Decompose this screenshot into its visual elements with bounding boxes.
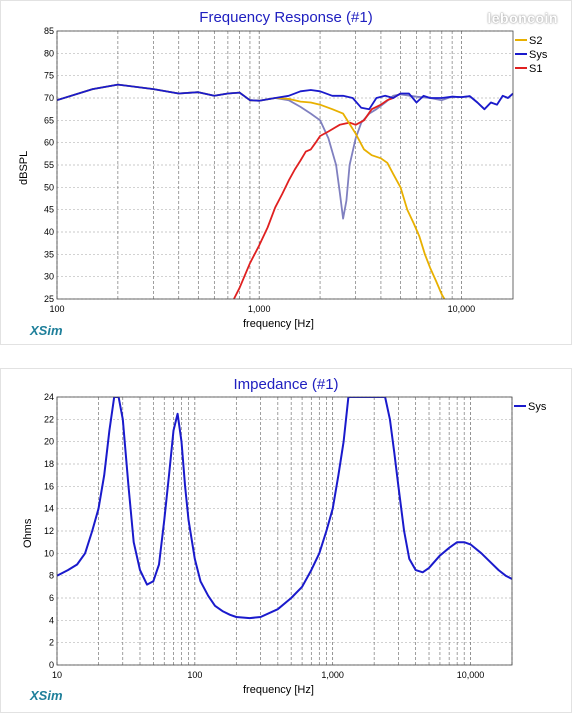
legend-entry: S1	[529, 63, 542, 75]
x-tick-label: 100	[187, 670, 202, 680]
x-tick-label: 10	[52, 670, 62, 680]
x-tick-label: 10,000	[457, 670, 485, 680]
chart-title: Impedance (#1)	[233, 376, 339, 393]
x-tick-label: 10,000	[448, 304, 476, 314]
series-line-sys	[57, 83, 513, 111]
x-tick-label: 1,000	[248, 304, 271, 314]
frequency-response-chart: 25 30 35 40 45 50 55 60 65 70 75 80 85 100 1,000 10,000…	[44, 26, 548, 314]
y-tick-label: 8	[49, 571, 54, 581]
y-tick-label: 65	[44, 115, 54, 125]
series-line-unnamed	[57, 83, 513, 220]
x-axis-label: frequency [Hz]	[243, 684, 314, 696]
y-tick-label: 35	[44, 249, 54, 259]
y-tick-label: 20	[44, 437, 54, 447]
series-line-s2	[57, 83, 446, 299]
y-axis-label: dBSPL	[18, 150, 30, 185]
y-tick-label: 45	[44, 205, 54, 215]
y-tick-label: 30	[44, 272, 54, 282]
y-tick-label: 55	[44, 160, 54, 170]
y-axis-label: Ohms	[22, 518, 34, 548]
y-tick-label: 6	[49, 593, 54, 603]
y-tick-label: 12	[44, 526, 54, 536]
y-tick-label: 80	[44, 48, 54, 58]
series-line-sys	[57, 397, 512, 620]
legend-entry: Sys	[529, 49, 548, 61]
y-tick-label: 85	[44, 26, 54, 36]
legend-entry: Sys	[528, 401, 547, 413]
y-tick-label: 75	[44, 71, 54, 81]
y-tick-label: 16	[44, 481, 54, 491]
plot-frame	[56, 30, 514, 300]
y-tick-label: 24	[44, 392, 54, 402]
xsim-brand: XSim	[30, 688, 63, 703]
watermark-logo: leboncoin	[487, 10, 558, 26]
y-tick-label: 14	[44, 504, 54, 514]
xsim-brand: XSim	[30, 323, 63, 338]
y-tick-label: 70	[44, 93, 54, 103]
x-tick-label: 1,000	[321, 670, 344, 680]
y-tick-label: 40	[44, 227, 54, 237]
x-axis-label: frequency [Hz]	[243, 318, 314, 330]
y-tick-label: 2	[49, 638, 54, 648]
series-line-s1	[233, 92, 401, 299]
y-tick-label: 10	[44, 548, 54, 558]
x-tick-label: 100	[49, 304, 64, 314]
y-tick-label: 22	[44, 414, 54, 424]
y-tick-label: 0	[49, 660, 54, 670]
plot-frame	[56, 396, 513, 666]
legend-entry: S2	[529, 35, 542, 47]
y-tick-label: 60	[44, 138, 54, 148]
y-tick-label: 18	[44, 459, 54, 469]
frequency-response-panel: Frequency Response (#1) leboncoin 25 30 35…	[0, 0, 572, 345]
impedance-panel: Impedance (#1) 0 2 4 6 8 10 12 14 16 18 20 22 24 10 10…	[0, 368, 572, 713]
y-tick-label: 4	[49, 615, 54, 625]
y-tick-label: 50	[44, 182, 54, 192]
y-tick-label: 25	[44, 294, 54, 304]
chart-title: Frequency Response (#1)	[199, 9, 373, 26]
